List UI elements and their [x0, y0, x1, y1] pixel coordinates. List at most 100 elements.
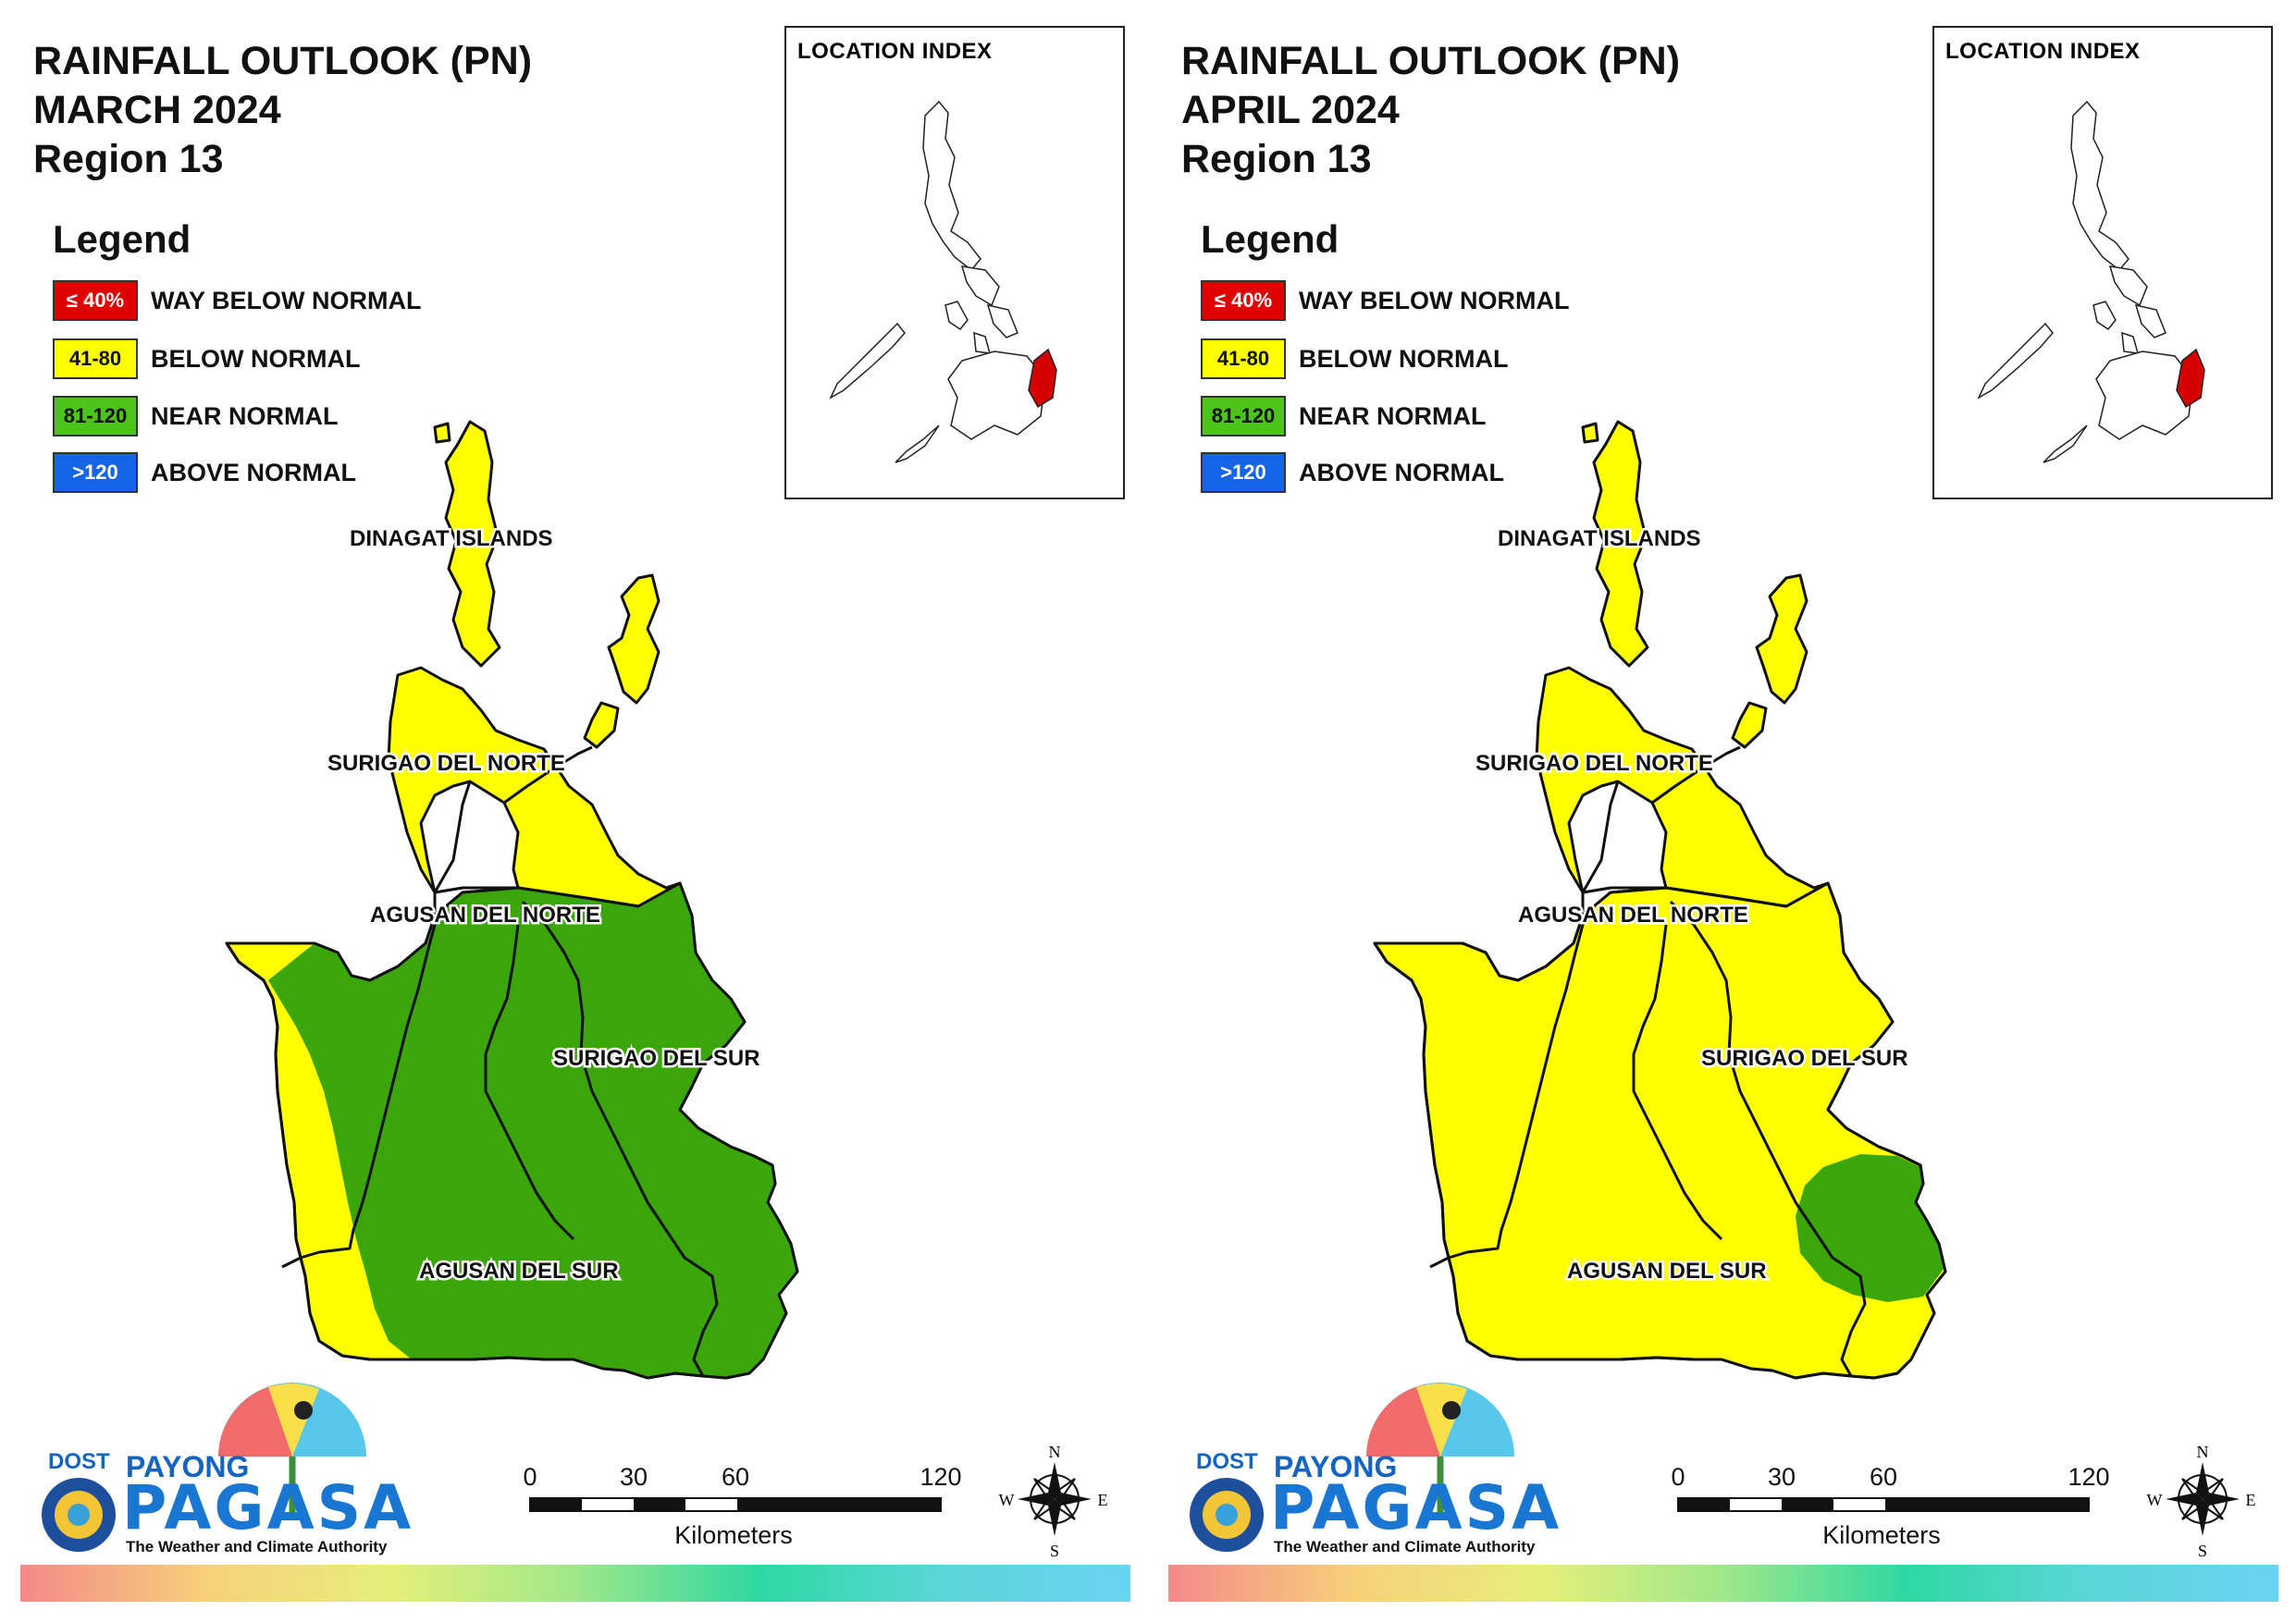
- region-13-highlight: [2176, 348, 2205, 409]
- region-13-map: DINAGAT ISLANDS SURIGAO DEL NORTE AGUSAN…: [42, 420, 1108, 1560]
- legend-item-above: >120 ABOVE NORMAL: [1201, 451, 1504, 494]
- label-agusan-del-sur: AGUSAN DEL SUR: [419, 1259, 619, 1284]
- province-dinagat-islands: [433, 420, 501, 668]
- scale-unit-label: Kilometers: [674, 1521, 793, 1549]
- legend-label: WAY BELOW NORMAL: [1299, 286, 1570, 314]
- scale-tick-0: 0: [1671, 1463, 1685, 1491]
- province-dinagat-islands: [1581, 420, 1649, 668]
- compass-n: N: [2197, 1443, 2209, 1461]
- label-agusan-del-norte: AGUSAN DEL NORTE: [1518, 903, 1748, 928]
- compass-e: E: [1098, 1491, 1108, 1509]
- legend-swatch: 41-80: [1201, 338, 1286, 379]
- map-title: RAINFALL OUTLOOK (PN) MARCH 2024 Region …: [33, 37, 532, 184]
- scale-tick-120: 120: [2068, 1463, 2110, 1491]
- province-labels: DINAGAT ISLANDS SURIGAO DEL NORTE AGUSAN…: [326, 524, 763, 1286]
- scale-tick-60: 60: [721, 1463, 750, 1491]
- legend-item-way-below: ≤ 40% WAY BELOW NORMAL: [53, 279, 422, 322]
- legend-label: BELOW NORMAL: [1299, 344, 1509, 373]
- legend-item-near: 81-120 NEAR NORMAL: [53, 395, 339, 437]
- dost-seal-icon: [42, 1478, 116, 1552]
- philippines-locator-map: [1977, 100, 2205, 463]
- location-index-inset: LOCATION INDEX: [1932, 26, 2273, 499]
- logo-tagline: The Weather and Climate Authority: [1274, 1538, 1536, 1555]
- scale-tick-0: 0: [523, 1463, 537, 1491]
- pagasa-umbrella-logo-icon: [218, 1383, 366, 1517]
- near-normal-zone-april: [1796, 1154, 1944, 1302]
- legend-title: Legend: [1201, 217, 1339, 261]
- footer-gradient-bar: [20, 1565, 1130, 1602]
- label-surigao-del-norte: SURIGAO DEL NORTE: [1475, 751, 1713, 776]
- label-agusan-del-norte: AGUSAN DEL NORTE: [370, 903, 600, 928]
- compass-n: N: [1049, 1443, 1061, 1461]
- logo-tagline: The Weather and Climate Authority: [126, 1538, 388, 1555]
- legend-swatch: >120: [1201, 452, 1286, 493]
- scale-tick-60: 60: [1869, 1463, 1898, 1491]
- compass-rose-icon: N S E W: [2147, 1443, 2256, 1560]
- logo-payong-text: PAYONG: [1274, 1450, 1398, 1483]
- near-normal-zone-march: [268, 883, 797, 1378]
- logo-payong-text: PAYONG: [126, 1450, 250, 1483]
- legend-swatch: 81-120: [53, 396, 138, 436]
- legend-label: ABOVE NORMAL: [1299, 458, 1504, 486]
- mainland-outline: [1373, 881, 1947, 1380]
- label-surigao-del-sur: SURIGAO DEL SUR: [1701, 1046, 1908, 1071]
- legend-item-below: 41-80 BELOW NORMAL: [53, 338, 360, 380]
- island-siargao: [1731, 573, 1808, 749]
- legend-title: Legend: [53, 217, 191, 261]
- scale-bar: [1677, 1497, 2090, 1512]
- scale-tick-120: 120: [920, 1463, 962, 1491]
- compass-w: W: [999, 1491, 1015, 1509]
- scale-tick-30: 30: [619, 1463, 648, 1491]
- province-boundaries: [1429, 745, 1867, 1377]
- outlook-panel-april: RAINFALL OUTLOOK (PN) APRIL 2024 Region …: [1148, 0, 2296, 1623]
- scale-bar: [529, 1497, 942, 1512]
- region-13-highlight: [1028, 348, 1057, 409]
- legend-swatch: ≤ 40%: [1201, 280, 1286, 321]
- compass-s: S: [2198, 1542, 2207, 1560]
- legend-label: NEAR NORMAL: [1299, 401, 1487, 430]
- legend-swatch: ≤ 40%: [53, 280, 138, 321]
- compass-w: W: [2147, 1491, 2163, 1509]
- compass-e: E: [2246, 1491, 2256, 1509]
- philippines-locator-map: [829, 100, 1057, 463]
- pagasa-umbrella-logo-icon: [1366, 1383, 1514, 1517]
- legend-item-below: 41-80 BELOW NORMAL: [1201, 338, 1508, 380]
- compass-rose-icon: N S E W: [999, 1443, 1108, 1560]
- title-line-2: APRIL 2024: [1181, 88, 1400, 132]
- legend-item-way-below: ≤ 40% WAY BELOW NORMAL: [1201, 279, 1570, 322]
- title-line-2: MARCH 2024: [33, 88, 281, 132]
- legend-item-above: >120 ABOVE NORMAL: [53, 451, 356, 494]
- logo-pagasa-text: PAGASA: [122, 1472, 414, 1543]
- region-13-map: DINAGAT ISLANDS SURIGAO DEL NORTE AGUSAN…: [1190, 420, 2256, 1560]
- legend-swatch: 41-80: [53, 338, 138, 379]
- legend-swatch: 81-120: [1201, 396, 1286, 436]
- legend-label: NEAR NORMAL: [151, 401, 339, 430]
- mainland-outline: [225, 881, 799, 1380]
- compass-s: S: [1050, 1542, 1059, 1560]
- label-dinagat: DINAGAT ISLANDS: [1498, 526, 1701, 551]
- label-agusan-del-sur: AGUSAN DEL SUR: [1567, 1259, 1767, 1284]
- label-surigao-del-sur: SURIGAO DEL SUR: [553, 1046, 760, 1071]
- title-line-1: RAINFALL OUTLOOK (PN): [1181, 39, 1681, 83]
- legend-swatch: >120: [53, 452, 138, 493]
- mainland-region-13: [1373, 881, 1947, 1380]
- logo-dost-text: DOST: [1196, 1449, 1258, 1474]
- province-labels: DINAGAT ISLANDS SURIGAO DEL NORTE AGUSAN…: [1474, 524, 1911, 1286]
- label-surigao-del-norte: SURIGAO DEL NORTE: [327, 751, 565, 776]
- legend-label: ABOVE NORMAL: [151, 458, 356, 486]
- logo-pagasa-text: PAGASA: [1270, 1472, 1562, 1543]
- location-index-inset: LOCATION INDEX: [784, 26, 1125, 499]
- dost-seal-icon: [1190, 1478, 1264, 1552]
- location-index-title: LOCATION INDEX: [1945, 39, 2141, 64]
- lake-mainit: [419, 780, 520, 894]
- legend-item-near: 81-120 NEAR NORMAL: [1201, 395, 1487, 437]
- footer-gradient-bar: [1168, 1565, 2278, 1602]
- map-title: RAINFALL OUTLOOK (PN) APRIL 2024 Region …: [1181, 37, 1680, 184]
- title-line-3: Region 13: [1181, 137, 1372, 181]
- logo-dost-text: DOST: [48, 1449, 110, 1474]
- label-dinagat: DINAGAT ISLANDS: [350, 526, 553, 551]
- province-boundaries: [281, 745, 719, 1377]
- scale-unit-label: Kilometers: [1822, 1521, 1941, 1549]
- legend-label: WAY BELOW NORMAL: [151, 286, 422, 314]
- scale-tick-30: 30: [1767, 1463, 1796, 1491]
